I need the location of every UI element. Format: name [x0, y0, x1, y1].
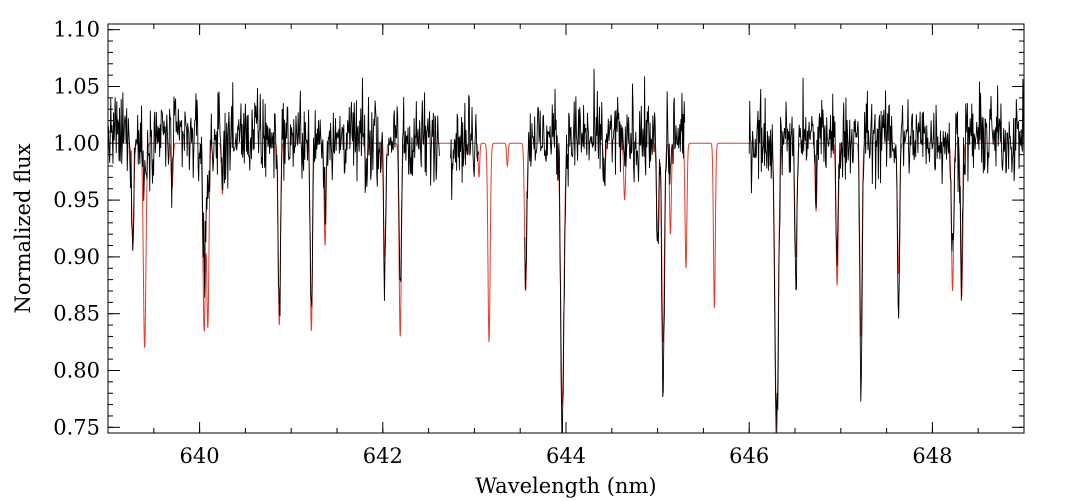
minor-ticks: [107, 24, 1025, 433]
y-tick-label: 0.80: [53, 359, 100, 383]
x-tick-label: 644: [546, 444, 586, 468]
x-tick-label: 640: [180, 444, 220, 468]
series-layer: [108, 68, 1024, 433]
y-tick-label: 1.10: [53, 18, 100, 42]
x-tick-label: 642: [363, 444, 403, 468]
y-tick-label: 1.05: [53, 74, 100, 98]
observed-spectrum-segment: [748, 77, 1024, 433]
y-tick-labels: 0.75 0.80 0.85 0.90 0.95 1.00 1.05 1.10: [53, 18, 100, 440]
plot-frame: [107, 23, 1025, 434]
y-tick-label: 1.00: [53, 131, 100, 155]
observed-spectrum-segment: [524, 68, 686, 433]
y-tick-label: 0.90: [53, 245, 100, 269]
x-axis-title: Wavelength (nm): [475, 474, 656, 498]
y-tick-label: 0.95: [53, 188, 100, 212]
x-tick-label: 648: [912, 444, 952, 468]
y-tick-label: 0.85: [53, 302, 100, 326]
x-tick-label: 646: [729, 444, 769, 468]
major-ticks: [108, 24, 1024, 433]
observed-spectrum-segment: [450, 95, 480, 200]
y-tick-label: 0.75: [53, 415, 100, 439]
x-tick-labels: 640 642 644 646 648: [180, 444, 953, 468]
observed-spectrum-segment: [108, 77, 440, 317]
y-axis-title: Normalized flux: [11, 143, 35, 313]
